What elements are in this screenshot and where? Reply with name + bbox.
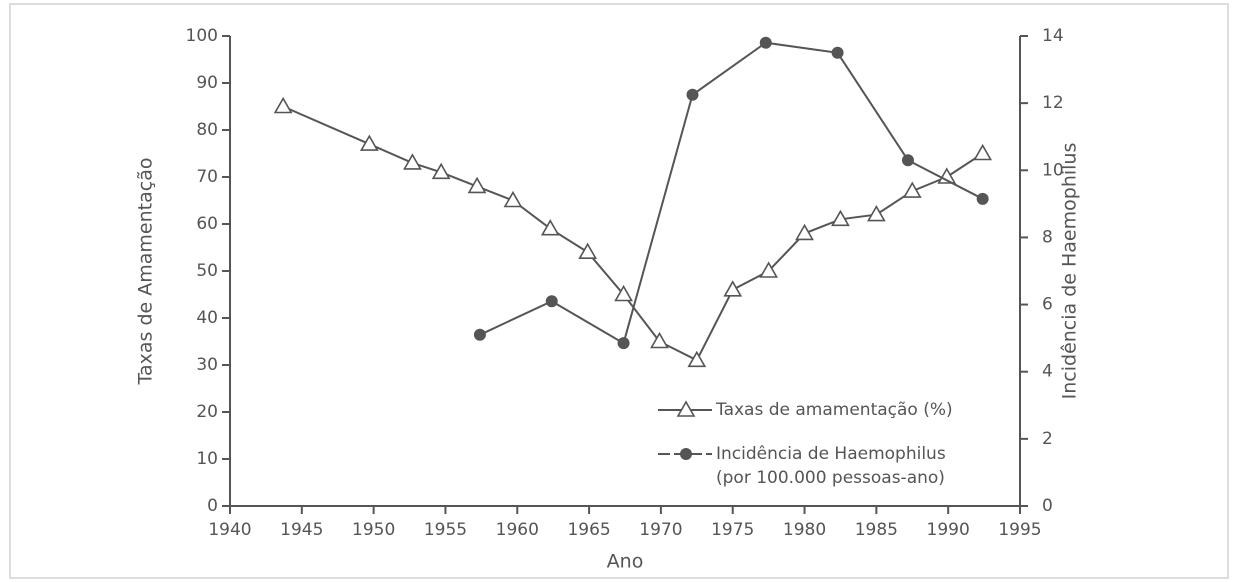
data-point <box>976 192 989 205</box>
y-tick-label: 10 <box>196 449 218 469</box>
x-tick-label: 1965 <box>567 520 610 540</box>
data-point <box>973 143 993 161</box>
y2-tick-label: 2 <box>1042 429 1053 449</box>
y2-tick-label: 4 <box>1042 362 1053 382</box>
x-tick-label: 1940 <box>208 520 251 540</box>
data-point <box>540 219 560 236</box>
legend-marker <box>676 400 696 417</box>
x-tick-label: 1945 <box>280 520 323 540</box>
data-point <box>650 331 669 349</box>
x-tick-label: 1995 <box>998 520 1041 540</box>
data-point <box>831 209 850 227</box>
legend-label: Taxas de amamentação (%) <box>715 400 953 420</box>
data-point <box>686 88 699 101</box>
data-point <box>795 223 814 241</box>
data-point <box>723 280 743 297</box>
data-point <box>503 190 523 208</box>
data-point <box>759 36 772 49</box>
series-line <box>479 41 984 345</box>
data-point <box>578 242 598 260</box>
legend-marker <box>680 448 692 460</box>
y-tick-label: 70 <box>196 167 218 187</box>
x-tick-label: 1955 <box>424 520 467 540</box>
x-tick-label: 1990 <box>927 520 970 540</box>
x-tick-label: 1985 <box>855 520 898 540</box>
y2-tick-label: 14 <box>1042 26 1064 46</box>
data-point <box>902 181 922 198</box>
frame <box>9 3 1229 579</box>
data-point <box>759 261 779 278</box>
data-point <box>467 176 487 194</box>
data-point <box>473 328 486 341</box>
y-tick-label: 50 <box>196 261 218 281</box>
x-tick-label: 1960 <box>496 520 539 540</box>
data-point <box>866 204 886 222</box>
legend-note: (por 100.000 pessoas-ano) <box>716 468 945 488</box>
data-point <box>431 162 451 180</box>
y-tick-label: 20 <box>196 402 218 422</box>
data-point <box>687 350 707 368</box>
series-line <box>282 105 984 362</box>
y2-tick-label: 0 <box>1042 496 1053 516</box>
data-point <box>614 284 633 302</box>
y2-axis-label: Incidência de Haemophilus <box>1059 143 1081 400</box>
y-tick-label: 90 <box>196 73 218 93</box>
data-point <box>617 337 630 350</box>
x-tick-label: 1970 <box>639 520 682 540</box>
y2-tick-label: 10 <box>1042 160 1064 180</box>
y-tick-label: 60 <box>196 214 218 234</box>
data-point <box>831 46 844 59</box>
y2-tick-label: 8 <box>1042 227 1053 247</box>
data-point <box>901 154 914 167</box>
x-axis-label: Ano <box>607 551 644 573</box>
data-point <box>273 96 293 114</box>
data-point <box>937 167 957 184</box>
legend-label: Incidência de Haemophilus <box>716 444 946 464</box>
y-tick-label: 80 <box>196 120 218 140</box>
y-axis-label: Taxas de Amamentação <box>135 158 157 386</box>
y2-tick-label: 6 <box>1042 295 1053 315</box>
y-tick-label: 0 <box>207 496 218 516</box>
data-point <box>403 153 422 170</box>
x-tick-label: 1980 <box>783 520 826 540</box>
data-point <box>545 295 558 308</box>
x-tick-label: 1950 <box>352 520 395 540</box>
y-tick-label: 100 <box>186 26 218 46</box>
y2-tick-label: 12 <box>1042 93 1064 113</box>
y-tick-label: 30 <box>196 355 218 375</box>
x-tick-label: 1975 <box>711 520 754 540</box>
data-point <box>359 134 379 151</box>
y-tick-label: 40 <box>196 308 218 328</box>
